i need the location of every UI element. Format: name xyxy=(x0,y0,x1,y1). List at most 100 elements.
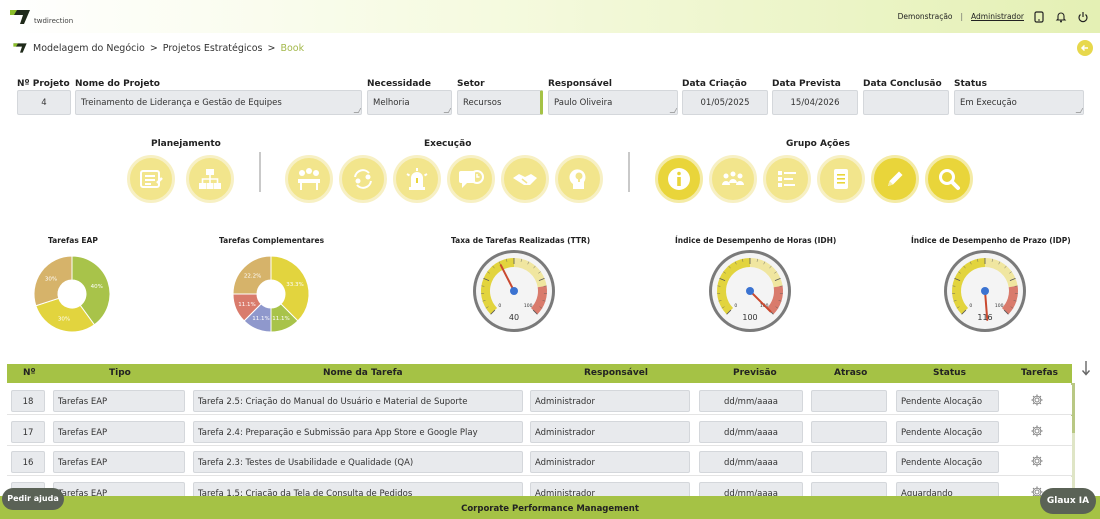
cell-responsavel[interactable]: Administrador xyxy=(530,451,690,473)
gauge-tick xyxy=(958,271,961,274)
table-row[interactable]: 18 Tarefas EAP Tarefa 2.5: Criação do Manu… xyxy=(7,385,1072,415)
gauge-tick-label: 0 xyxy=(969,303,972,309)
user-link[interactable]: Administrador xyxy=(971,12,1024,21)
donut-slice xyxy=(33,255,73,307)
gear-icon[interactable] xyxy=(1030,393,1044,407)
breadcrumb-item-projetos[interactable]: Projetos Estratégicos xyxy=(162,42,263,54)
label-numero-projeto: Nº Projeto xyxy=(17,79,70,89)
donut-slice xyxy=(35,297,96,333)
field-numero-projeto[interactable]: 4 xyxy=(17,90,71,115)
chart-title-tarefas-complementares: Tarefas Complementares xyxy=(219,236,325,245)
cell-num[interactable]: 17 xyxy=(11,420,45,443)
pencil-icon xyxy=(888,171,903,186)
cell-status[interactable]: Pendente Alocação xyxy=(896,420,999,443)
cell-status[interactable]: Pendente Alocação xyxy=(896,451,999,473)
table-row[interactable]: 16 Tarefas EAP Tarefa 2.3: Testes de Usabi… xyxy=(7,446,1072,476)
label-responsavel: Responsável xyxy=(548,79,612,89)
gauge-tick xyxy=(487,271,490,274)
gauge-tick-label: 100 xyxy=(524,303,533,309)
info-icon xyxy=(668,168,690,190)
org-chart-button[interactable] xyxy=(186,155,234,203)
demo-link[interactable]: Demonstração xyxy=(897,12,953,21)
gauge-tick xyxy=(728,265,731,269)
cell-status[interactable]: Pendente Alocação xyxy=(896,390,999,412)
logo[interactable]: twdirection xyxy=(8,8,73,26)
gauge-tick xyxy=(961,309,967,315)
field-responsavel[interactable]: Paulo Oliveira xyxy=(548,90,678,115)
scrollbar-thumb[interactable] xyxy=(1071,383,1075,433)
edit-button[interactable] xyxy=(871,155,919,203)
field-data-conclusao[interactable] xyxy=(863,90,949,115)
cell-num[interactable]: 18 xyxy=(11,390,45,412)
gauge-tick xyxy=(1009,271,1012,274)
gauge-tick xyxy=(1004,265,1007,269)
scrollbar-track[interactable] xyxy=(1071,383,1075,495)
gauge-hub xyxy=(981,287,989,295)
power-icon[interactable] xyxy=(1076,10,1090,24)
team-button[interactable] xyxy=(709,155,757,203)
field-necessidade[interactable]: Melhoria xyxy=(367,90,452,115)
col-header-tipo: Tipo xyxy=(109,368,131,378)
cell-atraso[interactable] xyxy=(811,390,887,412)
arrow-down-icon[interactable] xyxy=(1080,360,1092,376)
checklist-button[interactable] xyxy=(763,155,811,203)
search-button[interactable] xyxy=(925,155,973,203)
cell-previsao[interactable]: dd/mm/aaaa xyxy=(699,390,803,412)
chat-clock-button[interactable] xyxy=(447,155,495,203)
gauge-band xyxy=(481,258,514,315)
gear-icon[interactable] xyxy=(1030,454,1044,468)
cell-tipo[interactable]: Tarefas EAP xyxy=(53,390,185,412)
cell-atraso[interactable] xyxy=(811,420,887,443)
label-data-conclusao: Data Conclusão xyxy=(863,79,942,89)
bell-icon[interactable] xyxy=(1054,10,1068,24)
cell-previsao[interactable]: dd/mm/aaaa xyxy=(699,451,803,473)
gauge-tick xyxy=(721,306,725,309)
group-title-grupo-acoes: Grupo Ações xyxy=(786,139,850,149)
field-data-prevista[interactable]: 15/04/2026 xyxy=(772,90,858,115)
cell-tipo[interactable]: Tarefas EAP xyxy=(53,451,185,473)
cell-previsao[interactable]: dd/mm/aaaa xyxy=(699,420,803,443)
info-button[interactable] xyxy=(655,155,703,203)
cell-nome-tarefa[interactable]: Tarefa 2.3: Testes de Usabilidade e Qual… xyxy=(193,451,523,473)
resize-handle[interactable] xyxy=(353,108,361,113)
idea-head-button[interactable] xyxy=(555,155,603,203)
resize-handle[interactable] xyxy=(1075,108,1083,113)
field-status[interactable]: Em Execução xyxy=(954,90,1084,115)
top-bar: twdirection Demonstração | Administrador xyxy=(0,0,1100,33)
cell-nome-tarefa[interactable]: Tarefa 2.5: Criação do Manual do Usuário… xyxy=(193,390,523,412)
gauge-tick-label: 0 xyxy=(498,303,501,309)
cell-nome-tarefa[interactable]: Tarefa 2.4: Preparação e Submissão para … xyxy=(193,420,523,443)
cell-tipo[interactable]: Tarefas EAP xyxy=(53,420,185,443)
cell-num[interactable]: 16 xyxy=(11,451,45,473)
resize-handle[interactable] xyxy=(669,108,677,113)
cell-responsavel[interactable]: Administrador xyxy=(530,390,690,412)
field-setor[interactable]: Recursos xyxy=(457,90,543,115)
gauge-tick xyxy=(723,271,726,274)
gauge-tick-label: 100 xyxy=(995,303,1004,309)
tablet-icon[interactable] xyxy=(1032,10,1046,24)
table-row[interactable]: 17 Tarefas EAP Tarefa 2.4: Preparação e Su… xyxy=(7,415,1072,446)
logo-text: twdirection xyxy=(34,16,74,25)
handshake-button[interactable] xyxy=(501,155,549,203)
field-status-value: Em Execução xyxy=(960,98,1017,108)
resize-handle[interactable] xyxy=(443,108,451,113)
gauge-tick xyxy=(775,306,779,309)
field-data-criacao[interactable]: 01/05/2025 xyxy=(682,90,768,115)
cell-atraso[interactable] xyxy=(811,451,887,473)
col-header-atraso: Atraso xyxy=(834,368,868,378)
cycle-people-button[interactable] xyxy=(339,155,387,203)
document-button[interactable] xyxy=(817,155,865,203)
back-button[interactable] xyxy=(1077,40,1093,56)
breadcrumb-item-modelagem[interactable]: Modelagem do Negócio xyxy=(33,42,145,54)
report-button[interactable] xyxy=(127,155,175,203)
gauge-band xyxy=(766,285,783,315)
meeting-button[interactable] xyxy=(285,155,333,203)
field-nome-projeto[interactable]: Treinamento de Liderança e Gestão de Equ… xyxy=(75,90,362,115)
alert-siren-button[interactable] xyxy=(393,155,441,203)
col-header-previsao: Previsão xyxy=(733,368,777,378)
gear-icon[interactable] xyxy=(1030,424,1044,438)
ai-assistant-button[interactable]: Glaux IA xyxy=(1040,488,1096,514)
cell-responsavel[interactable]: Administrador xyxy=(530,420,690,443)
help-button[interactable]: Pedir ajuda xyxy=(2,488,64,510)
